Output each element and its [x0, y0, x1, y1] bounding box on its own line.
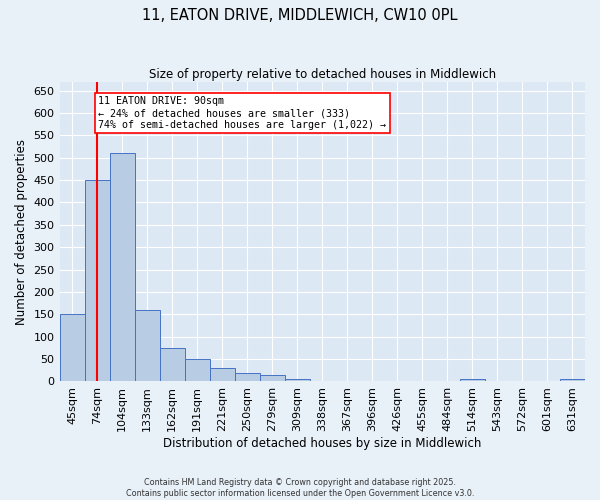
Text: 11 EATON DRIVE: 90sqm
← 24% of detached houses are smaller (333)
74% of semi-det: 11 EATON DRIVE: 90sqm ← 24% of detached … [98, 96, 386, 130]
Text: 11, EATON DRIVE, MIDDLEWICH, CW10 0PL: 11, EATON DRIVE, MIDDLEWICH, CW10 0PL [142, 8, 458, 22]
Title: Size of property relative to detached houses in Middlewich: Size of property relative to detached ho… [149, 68, 496, 80]
X-axis label: Distribution of detached houses by size in Middlewich: Distribution of detached houses by size … [163, 437, 481, 450]
Bar [185, 359, 209, 382]
Bar [134, 310, 160, 382]
Bar [160, 348, 185, 382]
Bar [209, 368, 235, 382]
Text: Contains HM Land Registry data © Crown copyright and database right 2025.
Contai: Contains HM Land Registry data © Crown c… [126, 478, 474, 498]
Bar [460, 379, 485, 382]
Bar [260, 374, 285, 382]
Bar [560, 379, 585, 382]
Bar [85, 180, 110, 382]
Bar [59, 314, 85, 382]
Bar [110, 154, 134, 382]
Bar [235, 372, 260, 382]
Y-axis label: Number of detached properties: Number of detached properties [15, 138, 28, 324]
Bar [285, 379, 310, 382]
